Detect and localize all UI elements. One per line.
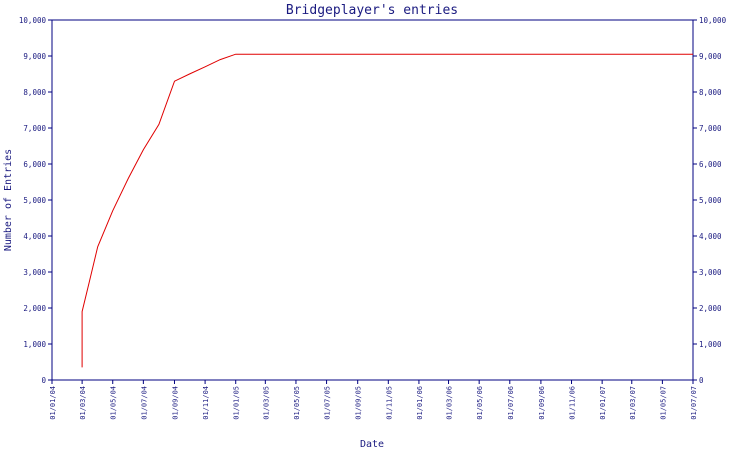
y-tick-label: 6,000: [23, 160, 46, 169]
x-tick-label: 01/07/04: [140, 386, 148, 420]
x-axis-label: Date: [360, 439, 384, 450]
y-tick-label-right: 0: [699, 376, 704, 385]
x-tick-label: 01/09/05: [355, 386, 363, 420]
y-axis-left: 0 1,000 2,000 3,000 4,000 5,000 6,000 7,000 8,00…: [19, 16, 52, 385]
y-tick-label: 9,000: [23, 52, 46, 61]
x-tick-label: 01/09/04: [171, 386, 179, 420]
series-line: [81, 53, 693, 368]
chart-title: Bridgeplayer's entries: [286, 3, 458, 18]
y-tick-label: 0: [41, 376, 46, 385]
y-tick-label: 3,000: [23, 268, 46, 277]
y-tick-label: 5,000: [23, 196, 46, 205]
x-axis: 01/01/04 01/03/04 01/05/04 01/07/04 01/09/04…: [49, 380, 698, 420]
y-tick-label-right: 3,000: [699, 268, 722, 277]
y-tick-label: 8,000: [23, 88, 46, 97]
x-tick-label: 01/01/05: [233, 386, 241, 420]
y-axis-label: Number of Entries: [3, 149, 14, 251]
y-tick-label: 2,000: [23, 304, 46, 313]
x-tick-label: 01/11/05: [385, 386, 393, 420]
x-tick-label: 01/05/04: [110, 386, 118, 420]
x-tick-label: 01/01/07: [599, 386, 607, 420]
y-tick-label-right: 7,000: [699, 124, 722, 133]
x-tick-label: 01/03/05: [262, 386, 270, 420]
y-tick-label: 7,000: [23, 124, 46, 133]
x-tick-label: 01/01/04: [49, 386, 57, 420]
x-tick-label: 01/07/06: [507, 386, 515, 420]
plot-border: [51, 19, 694, 381]
x-tick-label: 01/07/07: [690, 386, 698, 420]
y-axis-right: 0 1,000 2,000 3,000 4,000 5,000 6,000 7,000 8,00…: [693, 16, 727, 385]
y-tick-label-right: 5,000: [699, 196, 722, 205]
x-tick-label: 01/11/06: [569, 386, 577, 420]
y-tick-label-right: 4,000: [699, 232, 722, 241]
x-tick-label: 01/09/06: [538, 386, 546, 420]
x-tick-label: 01/03/04: [79, 386, 87, 420]
y-tick-label-right: 1,000: [699, 340, 722, 349]
y-tick-label-right: 6,000: [699, 160, 722, 169]
y-tick-label: 10,000: [19, 16, 47, 25]
x-tick-label: 01/05/05: [293, 386, 301, 420]
x-tick-label: 01/05/06: [476, 386, 484, 420]
y-tick-label-right: 2,000: [699, 304, 722, 313]
y-tick-label-right: 10,000: [699, 16, 727, 25]
x-tick-label: 01/03/06: [446, 386, 454, 420]
plot-frame: [51, 19, 694, 381]
y-tick-label-right: 9,000: [699, 52, 722, 61]
x-tick-label: 01/11/04: [202, 386, 210, 420]
x-tick-label: 01/05/07: [659, 386, 667, 420]
x-tick-label: 01/03/07: [629, 386, 637, 420]
x-tick-label: 01/07/05: [324, 386, 332, 420]
x-tick-label: 01/01/06: [416, 386, 424, 420]
y-tick-label-right: 8,000: [699, 88, 722, 97]
y-tick-label: 1,000: [23, 340, 46, 349]
series-group: [81, 53, 693, 368]
y-tick-label: 4,000: [23, 232, 46, 241]
